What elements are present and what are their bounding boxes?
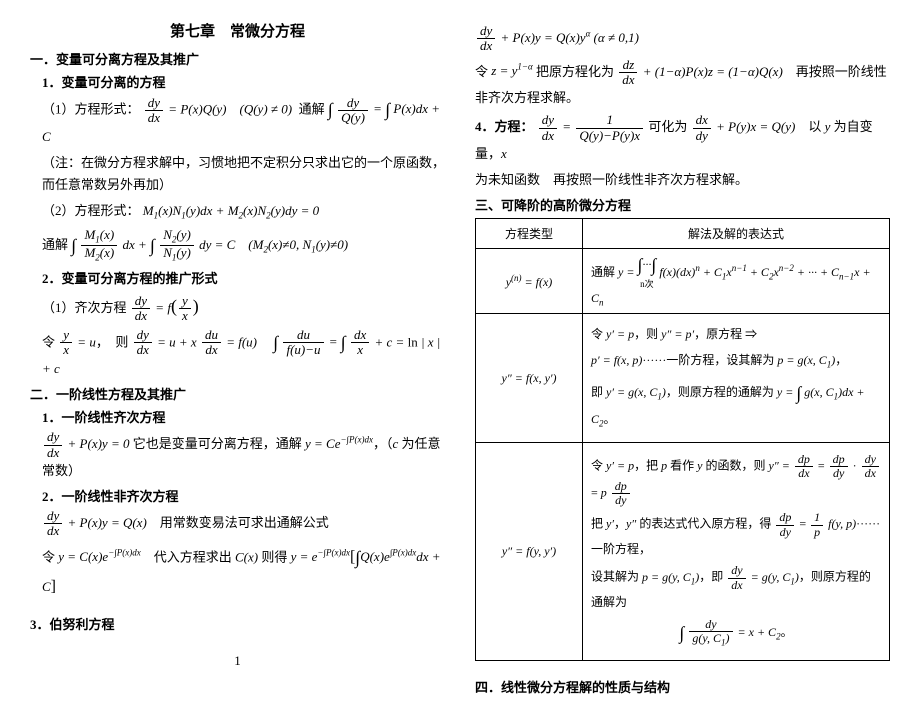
- section-3: 3．伯努利方程: [30, 614, 445, 633]
- section-2: 二．一阶线性方程及其推广: [30, 384, 445, 403]
- formula-6: dydx + P(x)y = Q(x)yα (α ≠ 0,1): [475, 24, 890, 54]
- right-column: dydx + P(x)y = Q(x)yα (α ≠ 0,1) 令 z = y1…: [475, 20, 890, 700]
- formula-7: 4．方程： dydx = 1Q(y)−P(y)x 可化为 dxdy + P(y)…: [475, 113, 890, 165]
- section-4: 4．方程：: [475, 119, 534, 134]
- formula-4: dydx + P(x)y = 0 它也是变量可分离方程，通解 y = Ce−∫P…: [42, 430, 445, 482]
- note-1: （注：在微分方程求解中，习惯地把不定积分只求出它的一个原函数，而任意常数另外再加…: [42, 152, 445, 196]
- left-column: 第七章 常微分方程 一．变量可分离方程及其推广 1．变量可分离的方程 （1）方程…: [30, 20, 445, 700]
- para-6: 令 z = y1−α 把原方程化为 dzdx + (1−α)P(x)z = (1…: [475, 58, 890, 110]
- label-2: （2）方程形式：: [42, 203, 140, 218]
- label-1: （1）方程形式：: [42, 101, 140, 116]
- section-1-1: 1．变量可分离的方程: [42, 72, 445, 91]
- table-row: y″ = f(x, y′) 令 y′ = p，则 y″ = p′，原方程 ⇒ p…: [476, 314, 890, 442]
- label-2b: 通解: [42, 237, 68, 252]
- table-row: y″ = f(y, y′) 令 y′ = p，把 p 看作 y 的函数，则 y″…: [476, 442, 890, 660]
- table-header-2: 解法及解的表达式: [583, 219, 890, 249]
- formula-2b: 通解 ∫ M1(x)M2(x) dx + ∫ N2(y)N1(y) dy = C…: [42, 228, 445, 264]
- formula-5b: 令 y = C(x)e−∫P(x)dx 代入方程求出 C(x) 则得 y = e…: [42, 543, 445, 601]
- section-2-2: 2．一阶线性非齐次方程: [42, 486, 445, 505]
- section-1: 一．变量可分离方程及其推广: [30, 49, 445, 68]
- formula-3b: 令 yx = u， 则 dydx = u + x dudx = f(u) ∫ d…: [42, 328, 445, 381]
- formula-5a: dydx + P(x)y = Q(x) 用常数变易法可求出通解公式: [42, 509, 445, 539]
- section-5: 三、可降阶的高阶微分方程: [475, 195, 890, 214]
- chapter-title: 第七章 常微分方程: [30, 20, 445, 41]
- section-2-1: 1．一阶线性齐次方程: [42, 407, 445, 426]
- n-times-label: n次: [640, 279, 654, 289]
- formula-3: （1）齐次方程 dydx = f(yx): [42, 291, 445, 324]
- page-number: 1: [30, 653, 445, 669]
- label-1b: 通解: [299, 101, 325, 116]
- table-row: y(n) = f(x) 通解 y = ∫···∫ n次 f(x)(dx)n + …: [476, 249, 890, 314]
- reduction-table: 方程类型 解法及解的表达式 y(n) = f(x) 通解 y = ∫···∫ n…: [475, 218, 890, 661]
- table-header-1: 方程类型: [476, 219, 583, 249]
- formula-1: （1）方程形式： dydx = P(x)Q(y) (Q(y) ≠ 0) 通解 ∫…: [42, 95, 445, 148]
- section-1-2: 2．变量可分离方程的推广形式: [42, 268, 445, 287]
- formula-2: （2）方程形式： M1(x)N1(y)dx + M2(x)N2(y)dy = 0: [42, 200, 445, 224]
- section-6: 四．线性微分方程解的性质与结构: [475, 677, 890, 696]
- para-7: 为未知函数 再按照一阶线性非齐次方程求解。: [475, 169, 890, 191]
- label-3: （1）齐次方程: [42, 300, 127, 315]
